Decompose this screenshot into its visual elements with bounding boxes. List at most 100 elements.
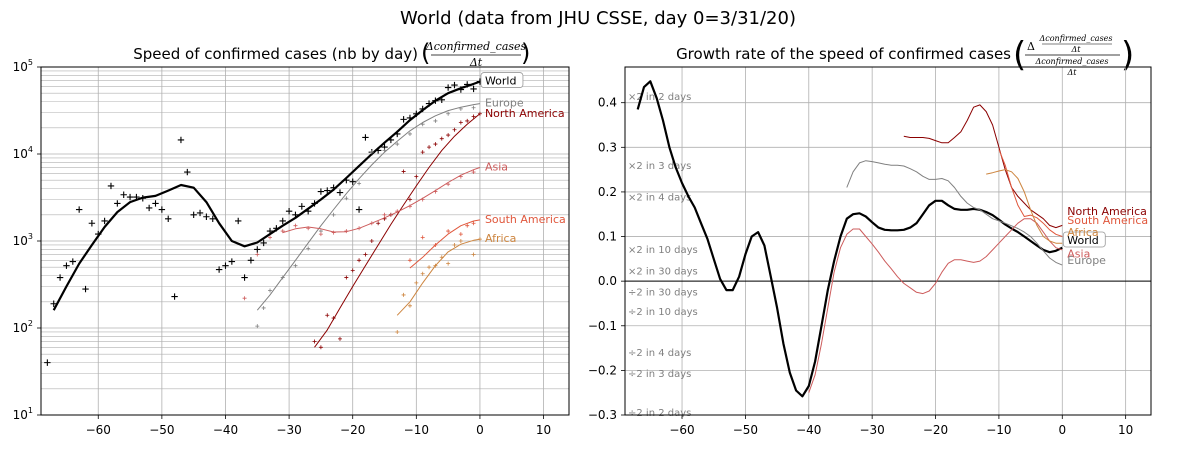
- data-point: [171, 293, 178, 300]
- data-point: [471, 221, 476, 226]
- series-europe: Europe: [846, 160, 1106, 267]
- y-tick-label: 0.4: [598, 96, 617, 110]
- doubling-guide-label: ×2 in 4 days: [628, 193, 691, 204]
- data-point: [477, 111, 482, 116]
- data-point: [280, 229, 285, 234]
- doubling-guide-label: ×2 in 3 days: [628, 161, 691, 172]
- data-point: [126, 193, 134, 201]
- series-label: North America: [485, 107, 565, 120]
- data-point: [190, 211, 197, 219]
- data-point: [107, 182, 115, 190]
- data-point: [318, 232, 323, 237]
- right-title-outer-delta: Δ: [1027, 40, 1035, 53]
- data-point: [241, 274, 248, 281]
- doubling-guide-label: ×2 in 2 days: [628, 92, 691, 103]
- data-point: [362, 134, 369, 141]
- data-point: [133, 193, 140, 201]
- data-point: [215, 266, 223, 273]
- data-point: [382, 148, 387, 153]
- data-point: [446, 261, 451, 266]
- data-point: [120, 191, 127, 198]
- data-point: [369, 150, 374, 155]
- data-point: [222, 262, 229, 269]
- series-europe: Europe: [255, 97, 524, 329]
- y-tick-label: 101: [13, 406, 33, 422]
- series-africa: Africa: [395, 232, 516, 334]
- x-tick-label: −50: [733, 423, 758, 437]
- data-point: [458, 174, 463, 179]
- left-title-denominator: Δt: [469, 56, 483, 69]
- data-point: [457, 86, 465, 93]
- data-point: [458, 106, 463, 111]
- data-point: [114, 200, 121, 207]
- data-point: [330, 184, 337, 191]
- data-point: [312, 339, 317, 344]
- data-point: [477, 237, 482, 242]
- y-tick-label: 102: [13, 319, 33, 335]
- data-point: [432, 97, 439, 104]
- data-point: [209, 215, 216, 222]
- data-point: [242, 296, 247, 301]
- x-tick-label: −40: [213, 423, 238, 437]
- data-point: [268, 235, 273, 240]
- data-point: [69, 258, 77, 265]
- data-point: [247, 257, 255, 264]
- series-label: Europe: [485, 97, 524, 110]
- series-south-america: South America: [998, 149, 1148, 237]
- data-point: [387, 136, 395, 144]
- series-label: Africa: [1067, 226, 1098, 239]
- left-plot-title: Speed of confirmed cases (nb by day) ( Δ…: [133, 39, 530, 69]
- series-world: World: [44, 72, 524, 366]
- x-tick-label: −50: [149, 423, 174, 437]
- series-label: World: [1067, 234, 1099, 247]
- data-point: [95, 230, 102, 238]
- data-point: [382, 212, 387, 217]
- right-plot-title: Growth rate of the speed of confirmed ca…: [676, 34, 1134, 77]
- data-point: [446, 133, 451, 138]
- data-point: [427, 145, 432, 150]
- data-point: [369, 221, 374, 226]
- data-point: [395, 209, 400, 214]
- y-tick-label: 104: [13, 145, 33, 161]
- series-line: [903, 104, 1063, 229]
- data-point: [407, 131, 412, 136]
- data-point: [255, 252, 260, 257]
- x-tick-label: 10: [536, 423, 551, 437]
- data-point: [350, 268, 355, 273]
- y-tick-label: 0.2: [598, 185, 617, 199]
- doubling-guide-label: ÷2 in 3 days: [628, 369, 691, 380]
- data-point: [203, 213, 210, 220]
- left-title-paren-open: (: [421, 39, 430, 67]
- data-point: [433, 189, 438, 194]
- data-point: [420, 235, 425, 240]
- data-point: [369, 239, 374, 243]
- y-tick-label: 0.0: [598, 274, 617, 288]
- doubling-guide-label: ÷2 in 4 days: [628, 348, 691, 359]
- series-label: Europe: [1067, 254, 1106, 267]
- doubling-guide-label: ÷2 in 2 days: [628, 408, 691, 419]
- data-point: [50, 300, 57, 307]
- series-label-box: [480, 72, 524, 88]
- data-point: [446, 111, 451, 116]
- series-line: [986, 169, 1063, 244]
- data-point: [419, 105, 426, 113]
- series-line: [636, 80, 1063, 398]
- data-point: [420, 150, 425, 155]
- data-point: [337, 336, 342, 341]
- y-tick-label: 105: [13, 58, 33, 74]
- series-label-box: [1062, 231, 1106, 248]
- data-point: [458, 239, 463, 243]
- series-line: [256, 103, 480, 311]
- series-south-america: South America: [407, 213, 566, 269]
- series-world: World: [636, 80, 1106, 398]
- y-tick-label: −0.1: [588, 319, 617, 333]
- data-point: [395, 329, 400, 334]
- x-tick-label: −40: [796, 423, 821, 437]
- data-point: [344, 196, 349, 201]
- series-north-america: North America: [312, 107, 565, 350]
- data-point: [470, 85, 477, 93]
- data-point: [56, 274, 64, 281]
- x-tick-label: 0: [1058, 423, 1066, 437]
- data-point: [196, 209, 204, 217]
- data-point: [325, 313, 330, 318]
